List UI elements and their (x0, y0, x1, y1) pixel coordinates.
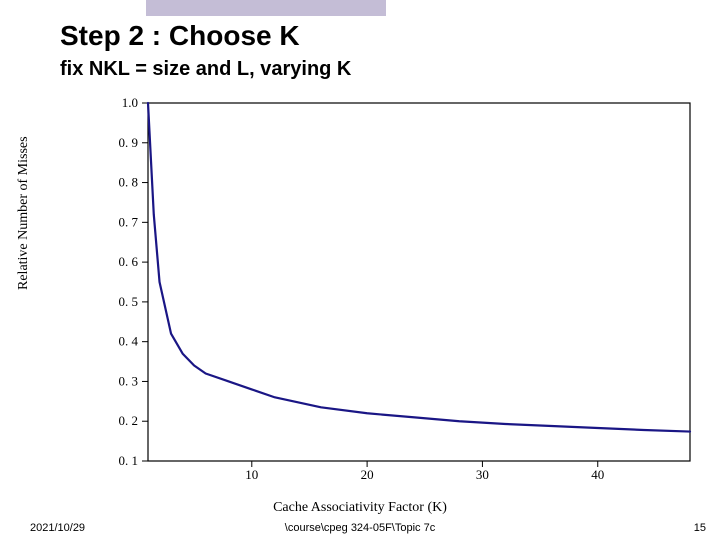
svg-text:0. 4: 0. 4 (119, 334, 139, 349)
svg-text:0. 2: 0. 2 (119, 413, 139, 428)
svg-text:0. 1: 0. 1 (119, 453, 139, 468)
svg-text:0. 3: 0. 3 (119, 373, 139, 388)
svg-text:0. 9: 0. 9 (119, 135, 139, 150)
svg-text:30: 30 (476, 467, 489, 482)
svg-text:0. 8: 0. 8 (119, 175, 139, 190)
chart-svg: 0. 1 0. 2 0. 3 0. 4 0. 5 0. 6 0. 7 0. 8 0. 9 1.0 1… (28, 95, 698, 495)
svg-text:0. 5: 0. 5 (119, 294, 139, 309)
svg-text:40: 40 (591, 467, 604, 482)
footer-path: \course\cpeg 324-05F\Topic 7c (0, 522, 720, 534)
slide-subtitle: fix NKL = size and L, varying K (60, 58, 351, 81)
svg-text:0. 6: 0. 6 (119, 254, 139, 269)
chart-container: 0. 1 0. 2 0. 3 0. 4 0. 5 0. 6 0. 7 0. 8 0. 9 1.0 1… (28, 95, 698, 495)
y-axis-label: Relative Number of Misses (16, 136, 32, 290)
slide-title: Step 2 : Choose K (60, 20, 300, 52)
footer-page: 15 (694, 522, 706, 534)
svg-text:10: 10 (245, 467, 258, 482)
decor-band (146, 0, 386, 16)
svg-text:1.0: 1.0 (122, 95, 138, 110)
svg-text:20: 20 (361, 467, 374, 482)
x-axis-label: Cache Associativity Factor (K) (0, 500, 720, 516)
svg-text:0. 7: 0. 7 (119, 214, 139, 229)
